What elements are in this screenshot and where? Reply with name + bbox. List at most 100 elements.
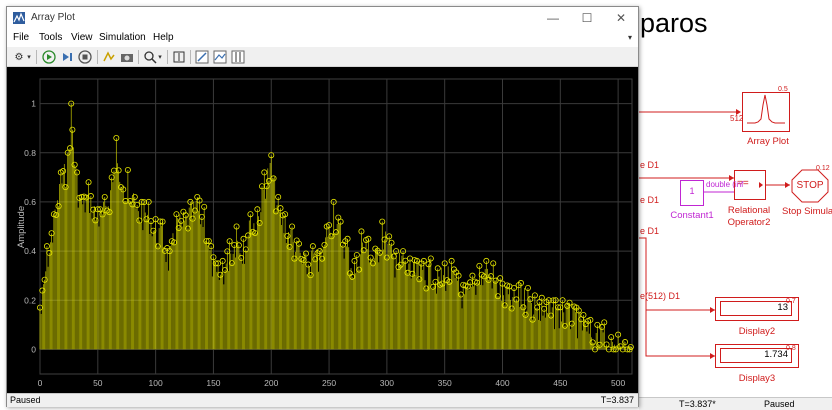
stem-marker <box>529 316 536 323</box>
stem-marker <box>295 240 302 247</box>
camera-icon[interactable] <box>119 49 135 65</box>
stem-marker <box>217 271 224 278</box>
stem-marker <box>238 254 245 261</box>
stem-marker <box>319 255 326 262</box>
stem-marker <box>97 206 104 213</box>
stem-marker <box>448 257 455 264</box>
stem-marker <box>555 304 562 311</box>
stem-marker <box>71 161 78 168</box>
stem-marker <box>393 248 400 255</box>
stem-marker <box>187 198 194 205</box>
stem-marker <box>309 243 316 250</box>
stem-marker <box>184 225 191 232</box>
stop-priority: 0.12 <box>816 165 830 172</box>
line-style-icon[interactable] <box>194 49 210 65</box>
stem-marker <box>138 198 145 205</box>
stem-marker <box>497 275 504 282</box>
stem-marker <box>356 266 363 273</box>
stem-marker <box>203 238 210 245</box>
stem-marker <box>601 319 608 326</box>
plot-area[interactable]: 0 50 100 150 200 250 300 350 400 450 500 0 0.2 0.4 0.… <box>7 67 638 393</box>
stem-marker <box>300 257 307 264</box>
signal-label: e D1 <box>640 226 660 236</box>
menu-view[interactable]: View <box>71 32 93 43</box>
stem-marker <box>64 149 71 156</box>
constant-block-label: Constant1 <box>670 210 714 221</box>
stem-marker <box>349 273 356 280</box>
stem-marker <box>400 248 407 255</box>
stem-marker <box>115 167 122 174</box>
menu-help[interactable]: Help <box>153 32 174 43</box>
stem-marker <box>182 212 189 219</box>
stem-marker <box>434 265 441 272</box>
stem-marker <box>41 276 48 283</box>
stem-marker <box>307 272 314 279</box>
menu-expand-icon[interactable]: ▾ <box>627 33 632 42</box>
stop-text: STOP <box>796 180 824 191</box>
stem-marker <box>511 284 518 291</box>
stem-marker <box>85 179 92 186</box>
menu-bar: File Tools View Simulation Help ▾ <box>7 29 638 47</box>
stem-marker <box>566 299 573 306</box>
x-tick-label: 250 <box>322 378 336 388</box>
maximize-button[interactable]: ☐ <box>581 11 593 25</box>
fit-icon[interactable] <box>171 49 187 65</box>
stem-marker <box>268 152 275 159</box>
toolbar: ⚙ ▾ ▾ <box>7 47 638 67</box>
stem-marker <box>277 205 284 212</box>
relational-symbol: == <box>737 178 749 189</box>
stem-marker <box>492 277 499 284</box>
stem-marker <box>455 272 462 279</box>
y-tick-labels: 0 0.2 0.4 0.6 0.8 1 <box>24 99 36 355</box>
display2-block[interactable]: 13 <box>715 297 799 321</box>
stem-marker <box>67 145 74 152</box>
cursor-measure-icon[interactable] <box>230 49 246 65</box>
stem-marker <box>228 260 235 267</box>
stem-marker <box>615 331 622 338</box>
display3-block[interactable]: 1.734 <box>715 344 799 368</box>
zoom-dropdown-icon[interactable]: ▾ <box>158 54 162 61</box>
array-plot-block[interactable] <box>742 92 790 132</box>
x-tick-label: 350 <box>438 378 452 388</box>
stem-marker <box>402 257 409 264</box>
stem-marker <box>78 194 85 201</box>
step-forward-icon[interactable] <box>59 49 75 65</box>
simulink-status-bar: T=3.837* Paused <box>639 397 832 410</box>
minimize-button[interactable]: — <box>547 11 559 25</box>
stem-marker <box>439 280 446 287</box>
relational-operator-block[interactable]: == <box>734 170 766 200</box>
stem-marker <box>208 243 215 250</box>
stem-marker <box>252 230 259 237</box>
stem-marker <box>332 229 339 236</box>
settings-icon[interactable]: ⚙ <box>14 51 24 63</box>
menu-simulation[interactable]: Simulation <box>99 32 146 43</box>
legend-icon[interactable] <box>212 49 228 65</box>
highlight-icon[interactable] <box>101 49 117 65</box>
close-button[interactable]: ✕ <box>615 11 627 25</box>
stem-marker <box>474 279 481 286</box>
display3-label: Display3 <box>738 373 776 384</box>
chevron-down-icon[interactable]: ▾ <box>27 54 31 61</box>
stem-marker <box>550 297 557 304</box>
amplitude-plot[interactable]: 0 50 100 150 200 250 300 350 400 450 500 0 0.2 0.4 0.… <box>7 67 638 393</box>
menu-tools[interactable]: Tools <box>39 32 63 43</box>
array-plot-window[interactable]: Array Plot — ☐ ✕ File Tools View Simulat… <box>6 6 639 407</box>
display2-value: 13 <box>720 301 792 316</box>
stop-block[interactable] <box>790 168 830 204</box>
signal-label: double (inf <box>706 180 744 189</box>
stem-marker <box>568 320 575 327</box>
window-titlebar[interactable]: Array Plot — ☐ ✕ <box>7 7 638 29</box>
x-tick-label: 50 <box>93 378 103 388</box>
stem-marker <box>302 250 309 257</box>
constant-block[interactable]: 1 <box>680 180 704 206</box>
stem-marker <box>432 278 439 285</box>
x-tick-label: 450 <box>553 378 567 388</box>
menu-file[interactable]: File <box>13 32 30 43</box>
stem-marker <box>53 211 60 218</box>
stem-marker <box>69 126 76 133</box>
stop-icon[interactable] <box>77 49 93 65</box>
stem-marker <box>580 311 587 318</box>
run-icon[interactable] <box>41 49 57 65</box>
zoom-icon[interactable] <box>142 49 158 65</box>
simulation-time: T=3.837 <box>600 395 634 405</box>
